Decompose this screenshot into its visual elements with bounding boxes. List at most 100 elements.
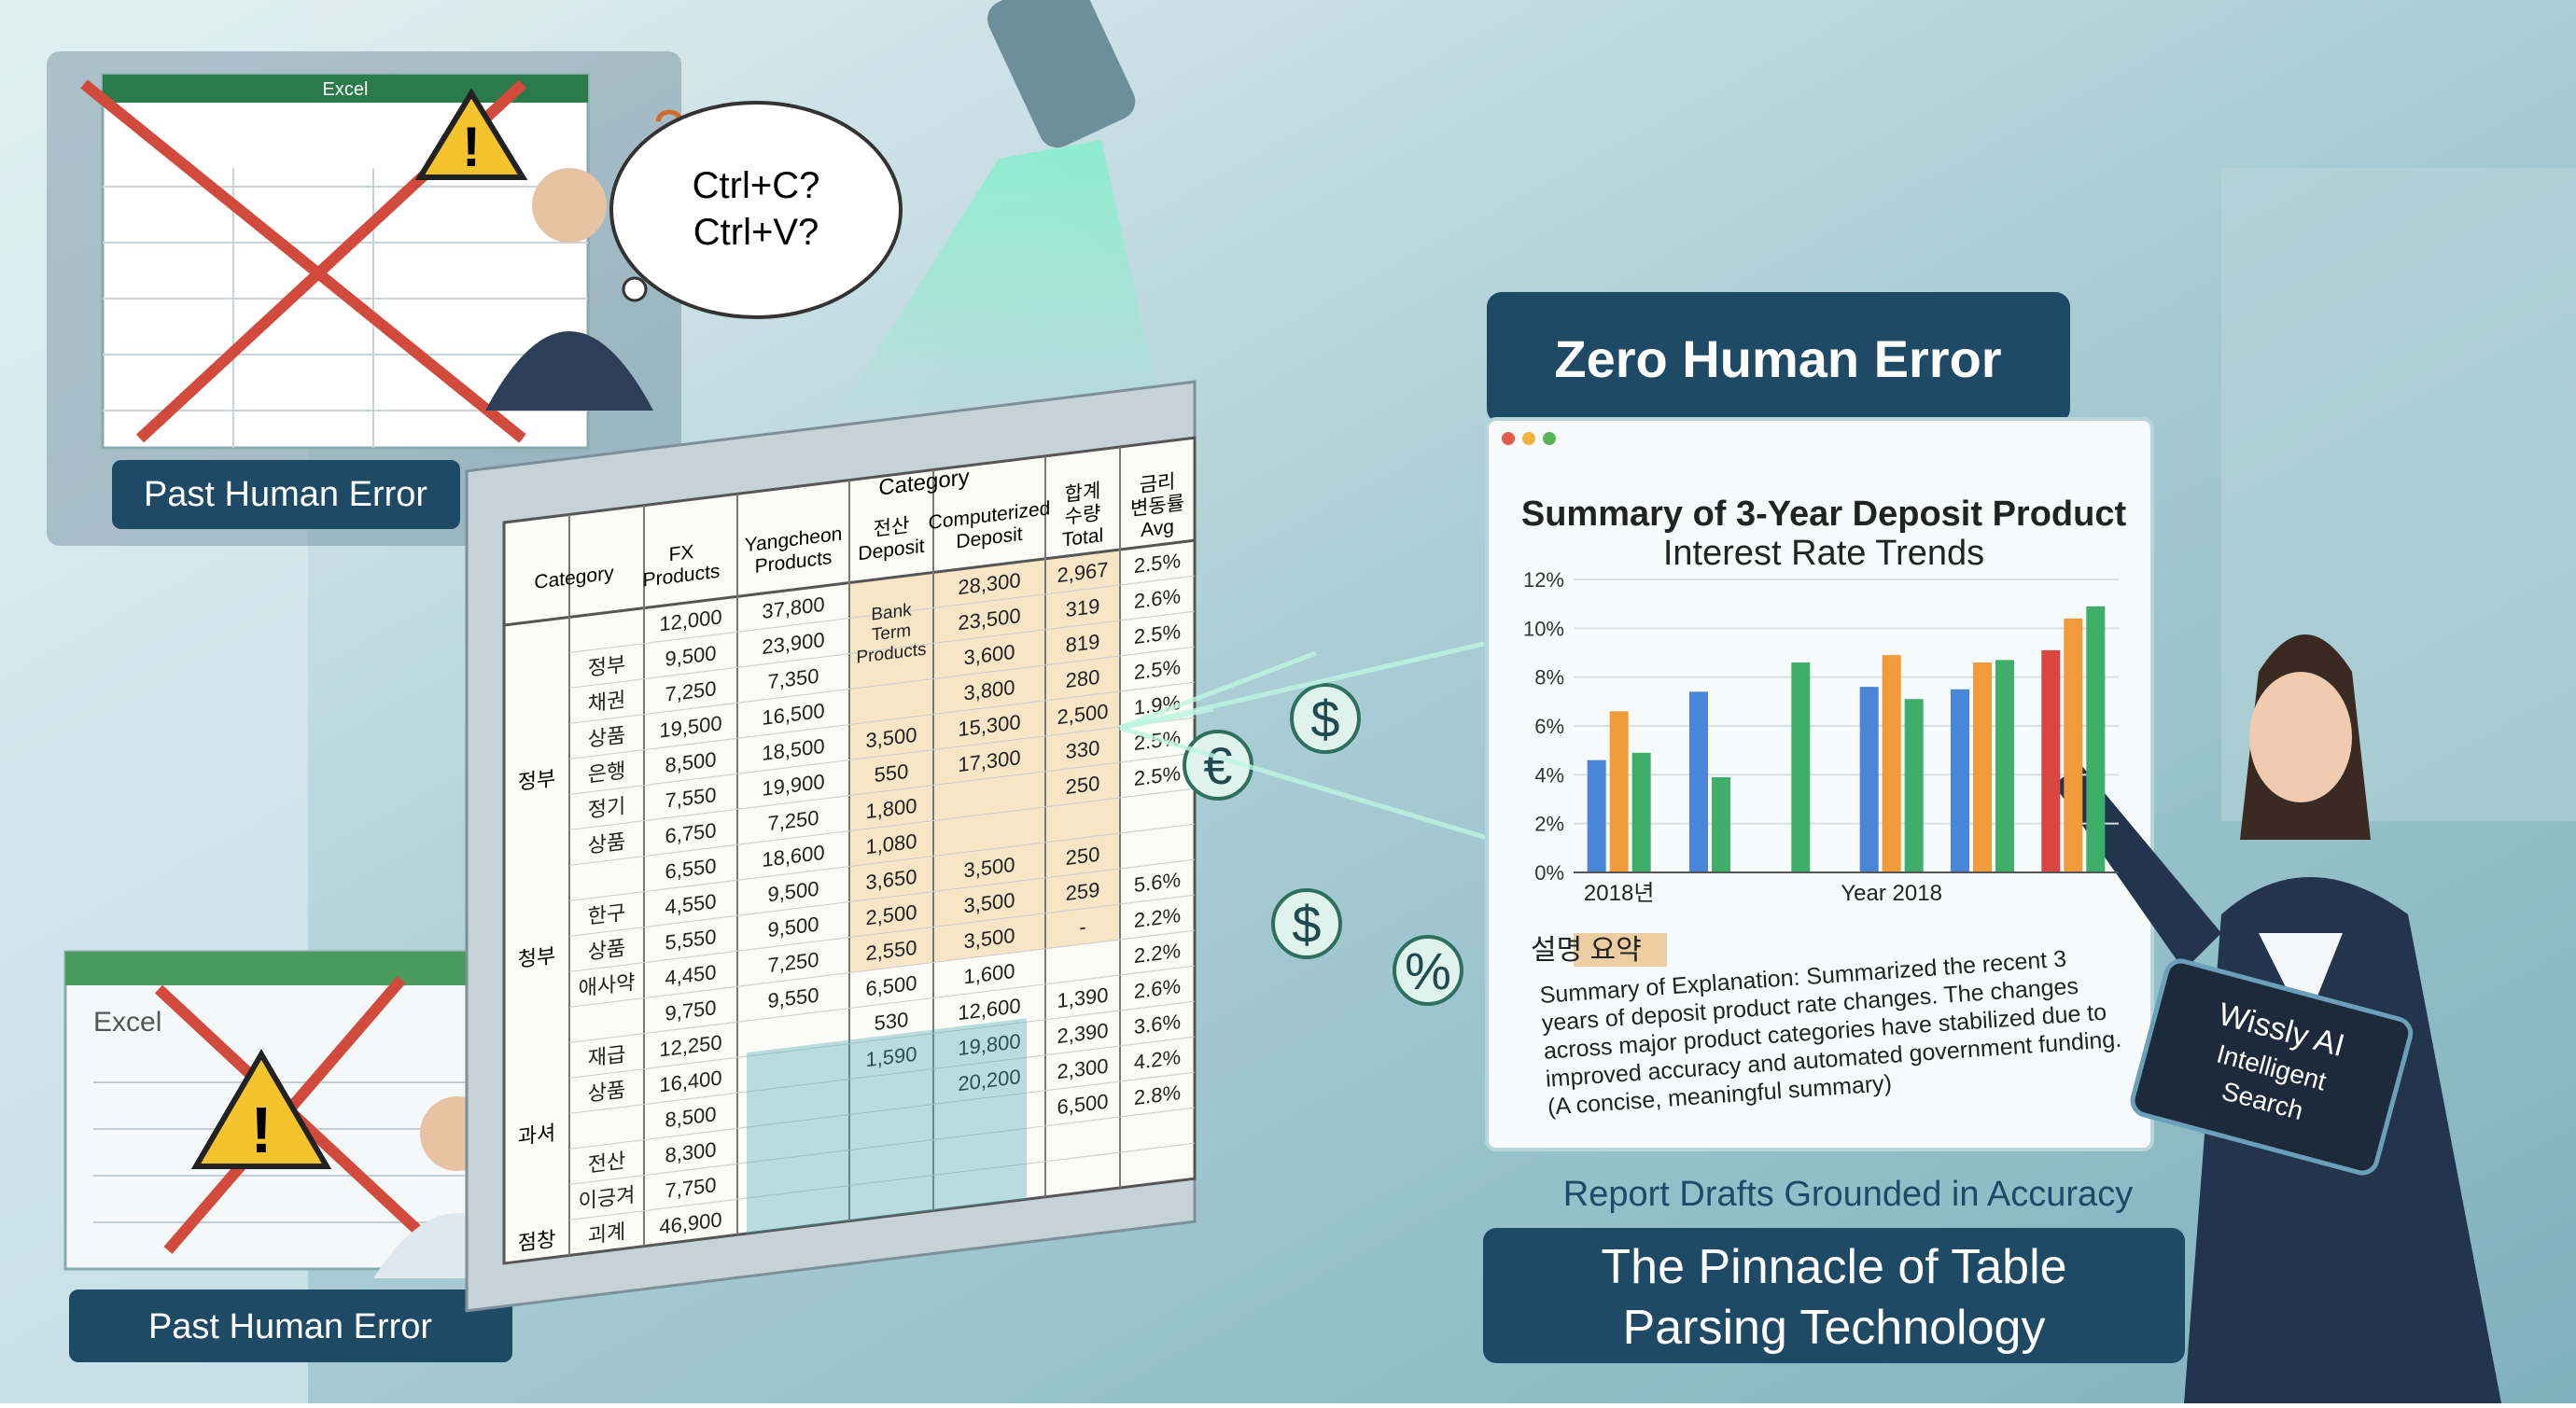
highlight-column <box>1045 549 1120 949</box>
table-cell: 2.2% <box>1134 939 1181 968</box>
report-title: Summary of 3-Year Deposit Product <box>1521 495 2127 534</box>
table-rule <box>569 823 1195 901</box>
past-panel-top: Excel ! Past Human Error ? <box>47 51 684 546</box>
y-tick-label: 8% <box>1534 666 1564 690</box>
highlight-column <box>933 558 1045 963</box>
bar <box>1904 699 1924 872</box>
bubble-text: Ctrl+V? <box>693 212 819 253</box>
table-cell: 2.5% <box>1134 655 1181 684</box>
table-rule <box>569 1071 1195 1150</box>
table-cell: 530 <box>875 1008 909 1035</box>
y-tick-label: 10% <box>1523 617 1564 640</box>
table-rule <box>569 575 1195 653</box>
table-rule <box>569 965 1195 1043</box>
table-rule <box>569 646 1195 724</box>
table-cell: 2.8% <box>1134 1080 1181 1109</box>
table-cell: 은행 <box>588 759 625 787</box>
table-cell: 2.5% <box>1134 761 1181 790</box>
table-rule <box>569 788 1195 866</box>
table-cell: 3.6% <box>1134 1010 1181 1039</box>
window-title: Excel <box>93 1007 161 1038</box>
presenter: Wissly AI Intelligent Search <box>2053 634 2501 1403</box>
y-tick-label: 6% <box>1534 715 1564 738</box>
table-rule <box>569 610 1195 689</box>
data-stream <box>1119 641 1485 731</box>
table-cell: 정기 <box>588 794 625 822</box>
table-group: 청부 <box>518 943 555 971</box>
tagline: Report Drafts Grounded in Accuracy <box>1563 1175 2133 1214</box>
data-stream <box>1119 650 1317 731</box>
headline: The Pinnacle of Table <box>1601 1240 2066 1294</box>
y-tick-label: 4% <box>1534 763 1564 787</box>
bar <box>1609 711 1629 872</box>
past-panel-bottom: Excel ! ? Past Human Error <box>63 950 541 1362</box>
table-cell: 819 <box>1066 630 1100 657</box>
table-cell: 채권 <box>588 688 625 716</box>
table-group: 과셔 <box>518 1121 555 1149</box>
table-cell: 2.6% <box>1134 584 1181 613</box>
badge: Zero Human Error <box>1554 329 2001 388</box>
bar <box>2041 649 2061 872</box>
bar <box>1791 662 1811 872</box>
icon: € <box>1203 736 1232 795</box>
table-cell: 330 <box>1066 736 1100 763</box>
table-cell: 정부 <box>588 652 625 680</box>
table-cell: 280 <box>1066 665 1100 692</box>
table-rule <box>569 1036 1195 1114</box>
badge-box <box>1487 292 2070 424</box>
icons: $ € $% <box>1119 641 1494 1006</box>
table-cell: 2.6% <box>1134 974 1181 1003</box>
table-rule <box>569 1142 1195 1220</box>
x-tick-label: 2018년 <box>1584 881 1654 906</box>
x-tick-label: Year 2018 <box>1841 881 1942 906</box>
table-cell: 2.5% <box>1134 620 1181 648</box>
bar <box>1689 691 1708 872</box>
y-tick-label: 2% <box>1534 813 1564 836</box>
table-cell: 상품 <box>588 829 625 857</box>
table-rule <box>569 894 1195 972</box>
bar <box>1973 662 1992 872</box>
report-panel: Summary of 3-Year Deposit Product Intere… <box>1485 417 2154 1151</box>
icon: % <box>1405 941 1451 1000</box>
table-rule <box>569 858 1195 937</box>
table-cell: 상품 <box>588 936 625 964</box>
table-rule <box>569 717 1195 795</box>
table-cell: 259 <box>1066 878 1100 905</box>
icon: $ <box>1292 895 1321 954</box>
scanner <box>840 0 1157 411</box>
highlight-column <box>849 572 933 973</box>
table-cell: 319 <box>1066 594 1100 621</box>
bar <box>1951 689 1969 872</box>
window-title: Excel <box>323 79 369 100</box>
table-header: 합계수량Total <box>1062 479 1103 551</box>
y-tick-label: 12% <box>1523 568 1564 592</box>
table-rule <box>569 1107 1195 1185</box>
table-cell: 상품 <box>588 723 625 751</box>
svg-text:!: ! <box>250 1094 272 1166</box>
bar <box>1631 752 1651 872</box>
bar <box>1712 776 1730 872</box>
table-cell: 전산 <box>588 1149 625 1177</box>
table-cell: 250 <box>1066 843 1100 870</box>
svg-text:!: ! <box>462 116 481 178</box>
table-group: 정부 <box>518 766 555 794</box>
bar <box>1587 760 1606 872</box>
bar <box>1882 655 1901 872</box>
icon: $ <box>1310 690 1339 748</box>
scan-area <box>747 1018 1027 1234</box>
bar <box>1859 687 1879 872</box>
bar <box>2086 606 2106 872</box>
parsed-table: CategoryCategoryFXProductsYangcheonProdu… <box>465 380 1197 1313</box>
y-tick-label: 0% <box>1534 861 1564 885</box>
table-cell: 상품 <box>588 1078 625 1106</box>
table-cell: 재급 <box>588 1042 625 1070</box>
table-cell: 4.2% <box>1134 1045 1181 1074</box>
table-cell: 괴계 <box>588 1220 625 1248</box>
icon-badge <box>1290 683 1361 754</box>
summary-heading: 설명 요약 <box>1531 935 1642 966</box>
panel-label: Past Human Error <box>144 475 427 514</box>
speech-bubble: Ctrl+C? Ctrl+V? <box>609 101 903 319</box>
report-title: Interest Rate Trends <box>1663 534 1984 573</box>
panel-label: Past Human Error <box>148 1307 432 1346</box>
